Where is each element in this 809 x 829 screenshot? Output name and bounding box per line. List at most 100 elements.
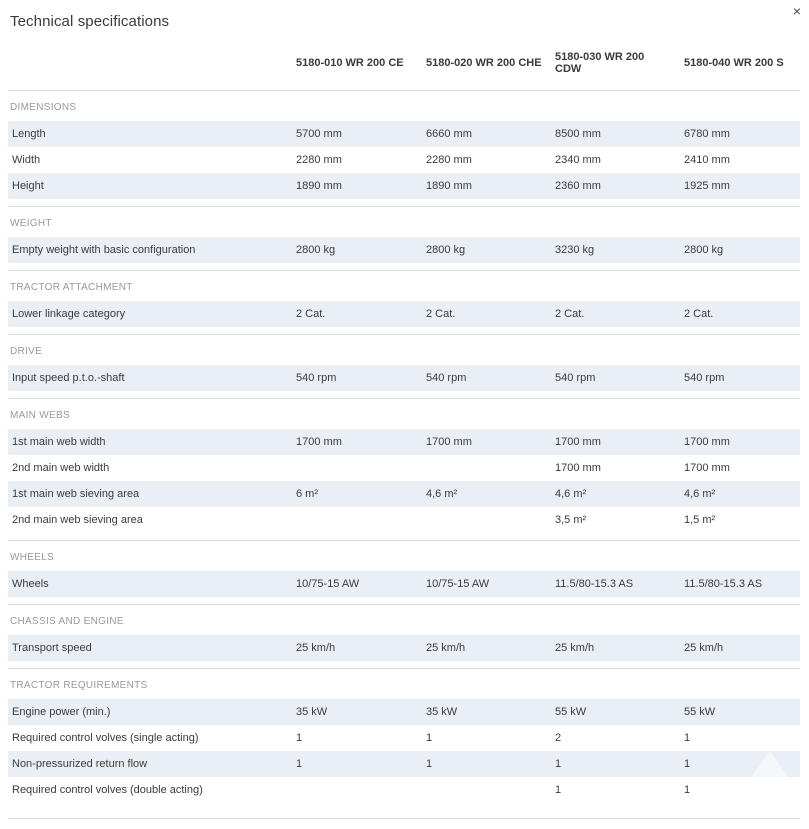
cell-value: 1890 mm	[296, 180, 342, 192]
row-label: Required control volves (double acting)	[12, 784, 203, 796]
column-header: 5180-030 WR 200 CDW	[555, 51, 645, 75]
cell-value: 2 Cat.	[684, 308, 714, 320]
cell-value: 540 rpm	[684, 372, 725, 384]
table-row: 2nd main web width 1700 mm 1700 mm	[8, 455, 800, 481]
spec-section-dimensions: DIMENSIONS Length 5700 mm 6660 mm 8500 mm 678…	[8, 90, 800, 206]
table-row: 2nd main web sieving area 3,5 m² 1,5 m²	[8, 507, 800, 533]
row-label: Height	[12, 180, 44, 192]
cell-value: 540 rpm	[426, 372, 467, 384]
spec-section-wheels: WHEELS Wheels 10/75-15 AW 10/75-15 AW 11.5/8…	[8, 540, 800, 604]
cell-value: 2410 mm	[684, 154, 730, 166]
table-row: 1st main web width 1700 mm 1700 mm 1700 mm 1…	[8, 429, 800, 455]
cell-value: 2	[555, 732, 562, 744]
spec-section-weight: WEIGHT Empty weight with basic configurat…	[8, 206, 800, 270]
cell-value: 1	[684, 732, 691, 744]
row-label: Width	[12, 154, 41, 166]
cell-value: 4,6 m²	[555, 488, 587, 500]
cell-value: 1700 mm	[684, 436, 730, 448]
cell-value: 2280 mm	[296, 154, 342, 166]
cell-value: 25 km/h	[296, 642, 336, 654]
cell-value: 2360 mm	[555, 180, 601, 192]
cell-value: 10/75-15 AW	[426, 578, 490, 590]
modal-titlebar: Technical specifications ×	[0, 0, 809, 30]
column-header: 5180-040 WR 200 S	[684, 57, 784, 69]
cell-value: 1925 mm	[684, 180, 730, 192]
cell-value: 540 rpm	[555, 372, 596, 384]
cell-value: 1700 mm	[555, 462, 601, 474]
cell-value: 5700 mm	[296, 128, 342, 140]
row-label: Length	[12, 128, 46, 140]
table-bottom-divider	[8, 818, 800, 819]
close-icon[interactable]: ×	[787, 0, 807, 22]
cell-value: 2800 kg	[684, 244, 724, 256]
table-row: Height 1890 mm 1890 mm 2360 mm 1925 mm	[8, 173, 800, 199]
row-label: 2nd main web sieving area	[12, 514, 143, 526]
cell-value: 1700 mm	[296, 436, 342, 448]
cell-value: 25 km/h	[684, 642, 724, 654]
section-title: TRACTOR REQUIREMENTS	[10, 680, 148, 691]
row-label: Wheels	[12, 578, 49, 590]
table-row: Input speed p.t.o.-shaft 540 rpm 540 rpm 54…	[8, 365, 800, 391]
cell-value: 6660 mm	[426, 128, 472, 140]
cell-value: 1	[296, 758, 303, 770]
cell-value: 2340 mm	[555, 154, 601, 166]
cell-value: 2800 kg	[426, 244, 466, 256]
section-title: DIMENSIONS	[10, 102, 77, 113]
cell-value: 2 Cat.	[555, 308, 585, 320]
column-header: 5180-020 WR 200 CHE	[426, 57, 542, 69]
spec-table: 5180-010 WR 200 CE 5180-020 WR 200 CHE 518…	[8, 30, 800, 810]
cell-value: 1	[555, 784, 562, 796]
cell-value: 2 Cat.	[426, 308, 456, 320]
cell-value: 1700 mm	[555, 436, 601, 448]
cell-value: 1	[684, 784, 691, 796]
table-row: Length 5700 mm 6660 mm 8500 mm 6780 mm	[8, 121, 800, 147]
column-header: 5180-010 WR 200 CE	[296, 57, 404, 69]
cell-value: 35 kW	[296, 706, 328, 718]
table-row: Lower linkage category 2 Cat. 2 Cat. 2 Cat.…	[8, 301, 800, 327]
cell-value: 1	[555, 758, 562, 770]
column-header-row: 5180-010 WR 200 CE 5180-020 WR 200 CHE 518…	[8, 30, 800, 90]
spec-section-main-webs: MAIN WEBS 1st main web width 1700 mm 1700 m…	[8, 398, 800, 540]
row-label: 1st main web width	[12, 436, 106, 448]
cell-value: 11.5/80-15.3 AS	[555, 578, 634, 590]
cell-value: 35 kW	[426, 706, 458, 718]
row-label: Empty weight with basic configuration	[12, 244, 196, 256]
cell-value: 1890 mm	[426, 180, 472, 192]
table-row: Wheels 10/75-15 AW 10/75-15 AW 11.5/80-15.3…	[8, 571, 800, 597]
row-label: Transport speed	[12, 642, 92, 654]
row-label: Lower linkage category	[12, 308, 126, 320]
scroll-to-top-button[interactable]	[750, 750, 790, 780]
cell-value: 3,5 m²	[555, 514, 587, 526]
cell-value: 6 m²	[296, 488, 318, 500]
spec-section-tractor-requirements: TRACTOR REQUIREMENTS Engine power (min.) 3…	[8, 668, 800, 810]
cell-value: 2 Cat.	[296, 308, 326, 320]
row-label: Non-pressurized return flow	[12, 758, 148, 770]
row-label: Input speed p.t.o.-shaft	[12, 372, 125, 384]
cell-value: 55 kW	[555, 706, 587, 718]
row-label: 1st main web sieving area	[12, 488, 140, 500]
table-row: Required control volves (single acting) 1…	[8, 725, 800, 751]
table-row: Non-pressurized return flow 1 1 1 1	[8, 751, 800, 777]
section-title: CHASSIS AND ENGINE	[10, 616, 124, 627]
section-title: WHEELS	[10, 552, 55, 563]
cell-value: 1	[426, 758, 433, 770]
table-row: Transport speed 25 km/h 25 km/h 25 km/h 25 k…	[8, 635, 800, 661]
cell-value: 4,6 m²	[426, 488, 458, 500]
cell-value: 25 km/h	[555, 642, 595, 654]
cell-value: 8500 mm	[555, 128, 601, 140]
cell-value: 2280 mm	[426, 154, 472, 166]
section-title: TRACTOR ATTACHMENT	[10, 282, 133, 293]
table-row: Width 2280 mm 2280 mm 2340 mm 2410 mm	[8, 147, 800, 173]
spec-section-chassis-and-engine: CHASSIS AND ENGINE Transport speed 25 km/h…	[8, 604, 800, 668]
cell-value: 2800 kg	[296, 244, 336, 256]
table-row: Empty weight with basic configuration 280…	[8, 237, 800, 263]
cell-value: 10/75-15 AW	[296, 578, 360, 590]
cell-value: 1	[426, 732, 433, 744]
cell-value: 1,5 m²	[684, 514, 716, 526]
table-row: Engine power (min.) 35 kW 35 kW 55 kW 55 kW	[8, 699, 800, 725]
row-label: Engine power (min.)	[12, 706, 111, 718]
cell-value: 55 kW	[684, 706, 716, 718]
page-title: Technical specifications	[10, 13, 170, 30]
cell-value: 6780 mm	[684, 128, 730, 140]
row-label: 2nd main web width	[12, 462, 110, 474]
